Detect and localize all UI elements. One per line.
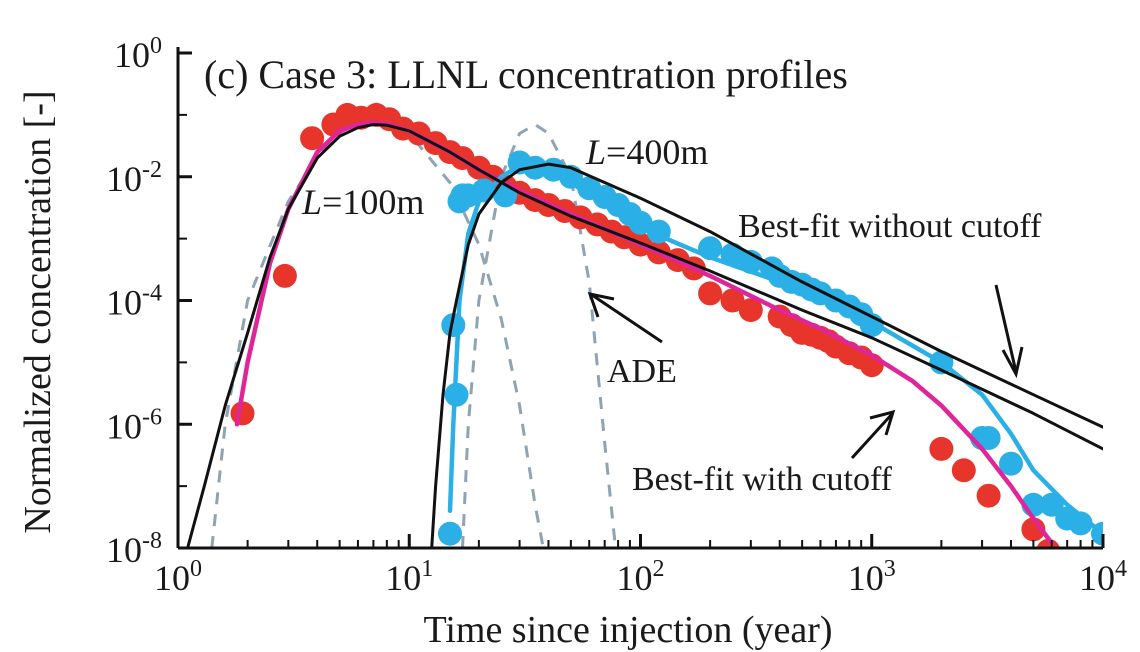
x-tick-label-0: 100	[154, 556, 202, 598]
data-point-series-0-45	[1036, 538, 1060, 548]
x-tick-label-3: 103	[848, 556, 896, 598]
annotation-ade: ADE	[607, 353, 677, 390]
ade-curve-series-7	[461, 122, 617, 548]
data-point-series-1-36	[1039, 492, 1064, 517]
arrow-best-fit-with-cutoff	[850, 409, 896, 460]
data-point-series-0-28	[698, 281, 723, 306]
curve-series-3	[447, 163, 1103, 536]
x-axis-label: Time since injection (year)	[423, 609, 832, 651]
x-tick-label-2: 102	[617, 556, 665, 598]
data-point-series-0-43	[976, 483, 1001, 508]
arrow-best-fit-without-cutoff	[994, 284, 1024, 379]
y-tick-label-3: 10-6	[106, 404, 162, 446]
data-point-series-0-41	[929, 436, 954, 461]
data-point-series-0-1	[272, 263, 297, 288]
y-tick-labels: 100 10-2 10-4 10-6 10-8	[106, 33, 162, 570]
data-point-series-1-33	[976, 426, 1001, 450]
annotation-l400: L=400m	[585, 132, 708, 172]
y-tick-label-0: 100	[114, 33, 162, 75]
annotation-l100: L=100m	[301, 182, 424, 222]
axes-frame	[176, 47, 1105, 550]
curve-series-2	[234, 120, 1054, 546]
data-point-series-1-34	[999, 451, 1023, 476]
curve-series-4	[186, 123, 1103, 548]
annotation-best-fit-without-cutoff: Best-fit without cutoff	[738, 208, 1042, 245]
arrow-ade	[587, 291, 663, 344]
data-point-series-0-2	[300, 126, 325, 151]
annotation-best-fit-with-cutoff: Best-fit with cutoff	[632, 461, 893, 498]
data-point-series-0-30	[738, 298, 763, 323]
chart-title: (c) Case 3: LLNL concentration profiles	[204, 52, 848, 97]
data-point-series-1-0	[438, 521, 462, 546]
data-point-series-1-38	[1068, 511, 1093, 536]
x-tick-label-4: 104	[1079, 556, 1127, 598]
y-axis-label: Normalized concentration [-]	[17, 90, 59, 533]
x-tick-labels: 100 101 102 103 104	[154, 556, 1127, 598]
plot-area	[186, 102, 1103, 548]
x-tick-label-1: 101	[385, 556, 433, 598]
data-point-series-0-29	[720, 288, 745, 313]
data-point-series-0-42	[951, 458, 976, 483]
y-tick-label-1: 10-2	[106, 157, 162, 199]
curve-series-5	[430, 162, 1103, 548]
y-tick-label-4: 10-8	[106, 528, 162, 570]
y-tick-label-2: 10-4	[106, 281, 162, 323]
